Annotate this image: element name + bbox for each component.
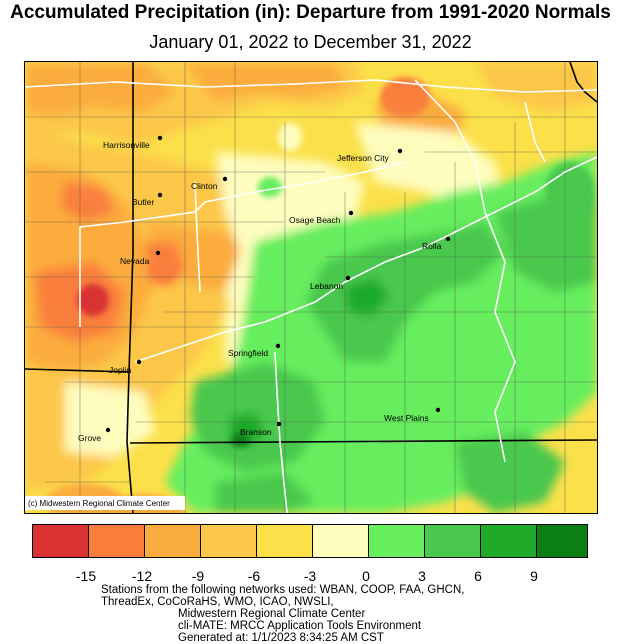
legend-swatch (368, 524, 425, 558)
legend-swatch (88, 524, 145, 558)
osage-beach-dot (348, 210, 354, 216)
legend-swatch (144, 524, 201, 558)
city-label-west-plains: West Plains (384, 413, 429, 423)
butler-dot (157, 192, 163, 198)
branson-dot (276, 421, 282, 427)
map-title: Accumulated Precipitation (in): Departur… (10, 2, 611, 23)
credit-box (25, 496, 185, 510)
city-label-jefferson-city: Jefferson City (337, 153, 390, 163)
legend-tick: -12 (131, 568, 153, 584)
city-markers: Harrisonville Jefferson City Clinton But… (78, 135, 451, 443)
rolla-dot (445, 236, 451, 242)
lebanon-dot (345, 275, 351, 281)
legend-tick: 6 (474, 568, 482, 584)
harrisonville-dot (157, 135, 163, 141)
city-label-branson: Branson (240, 427, 272, 437)
highways (25, 79, 597, 513)
city-label-butler: Butler (132, 197, 154, 207)
west-plains-dot (435, 407, 441, 413)
state-lines (25, 62, 597, 513)
legend-tick: -15 (75, 568, 97, 584)
nevada-dot (155, 250, 161, 256)
legend-swatch (256, 524, 313, 558)
grove-dot (105, 427, 111, 433)
county-lines (25, 62, 597, 513)
springfield-dot (275, 343, 281, 349)
legend-colorbar (32, 524, 588, 560)
legend-swatch (536, 524, 588, 558)
footer-line: cli-MATE: MRCC Application Tools Environ… (178, 620, 422, 632)
legend-swatch (312, 524, 369, 558)
legend-tick: -3 (303, 568, 317, 584)
map-subtitle: January 01, 2022 to December 31, 2022 (149, 32, 472, 52)
legend-swatch (424, 524, 481, 558)
city-label-rolla: Rolla (422, 241, 442, 251)
legend-swatch (32, 524, 89, 558)
city-label-springfield: Springfield (228, 348, 268, 358)
clinton-dot (222, 176, 228, 182)
legend-tick: 9 (530, 568, 538, 584)
city-label-osage-beach: Osage Beach (289, 215, 341, 225)
map-canvas: Harrisonville Jefferson City Clinton But… (25, 62, 597, 513)
legend-tick: 0 (362, 568, 370, 584)
legend-tick: 3 (418, 568, 426, 584)
city-label-nevada: Nevada (120, 256, 150, 266)
legend-swatch (200, 524, 257, 558)
jefferson-city-dot (397, 148, 403, 154)
city-label-joplin: Joplin (109, 365, 131, 375)
footer-line: ThreadEx, CoCoRaHS, WMO, ICAO, NWSLI, (101, 596, 334, 608)
city-label-lebanon: Lebanon (310, 281, 343, 291)
precipitation-map: Harrisonville Jefferson City Clinton But… (24, 61, 598, 514)
footer-line: Stations from the following networks use… (101, 584, 465, 596)
map-credit: (c) Midwestern Regional Climate Center (28, 499, 170, 508)
footer-line: Generated at: 1/1/2023 8:34:25 AM CST (178, 632, 384, 644)
joplin-dot (136, 359, 142, 365)
footer-line: Midwestern Regional Climate Center (178, 608, 366, 620)
city-label-harrisonville: Harrisonville (103, 140, 150, 150)
legend-tick: -9 (191, 568, 205, 584)
legend-swatch (480, 524, 537, 558)
city-label-clinton: Clinton (191, 181, 218, 191)
legend-tick: -6 (247, 568, 261, 584)
city-label-grove: Grove (78, 433, 101, 443)
